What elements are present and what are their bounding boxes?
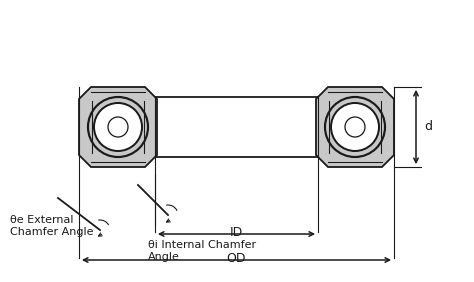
Text: θe External
Chamfer Angle: θe External Chamfer Angle <box>10 215 93 237</box>
Ellipse shape <box>94 103 142 151</box>
Ellipse shape <box>88 97 148 157</box>
Ellipse shape <box>325 97 385 157</box>
Ellipse shape <box>108 117 128 137</box>
Text: θi Internal Chamfer
Angle: θi Internal Chamfer Angle <box>148 240 256 262</box>
Text: d: d <box>424 120 432 133</box>
Text: OD: OD <box>227 252 246 265</box>
Text: ID: ID <box>230 226 243 239</box>
Polygon shape <box>316 87 394 167</box>
Ellipse shape <box>345 117 365 137</box>
Polygon shape <box>79 87 157 167</box>
Ellipse shape <box>331 103 379 151</box>
Polygon shape <box>155 97 318 157</box>
